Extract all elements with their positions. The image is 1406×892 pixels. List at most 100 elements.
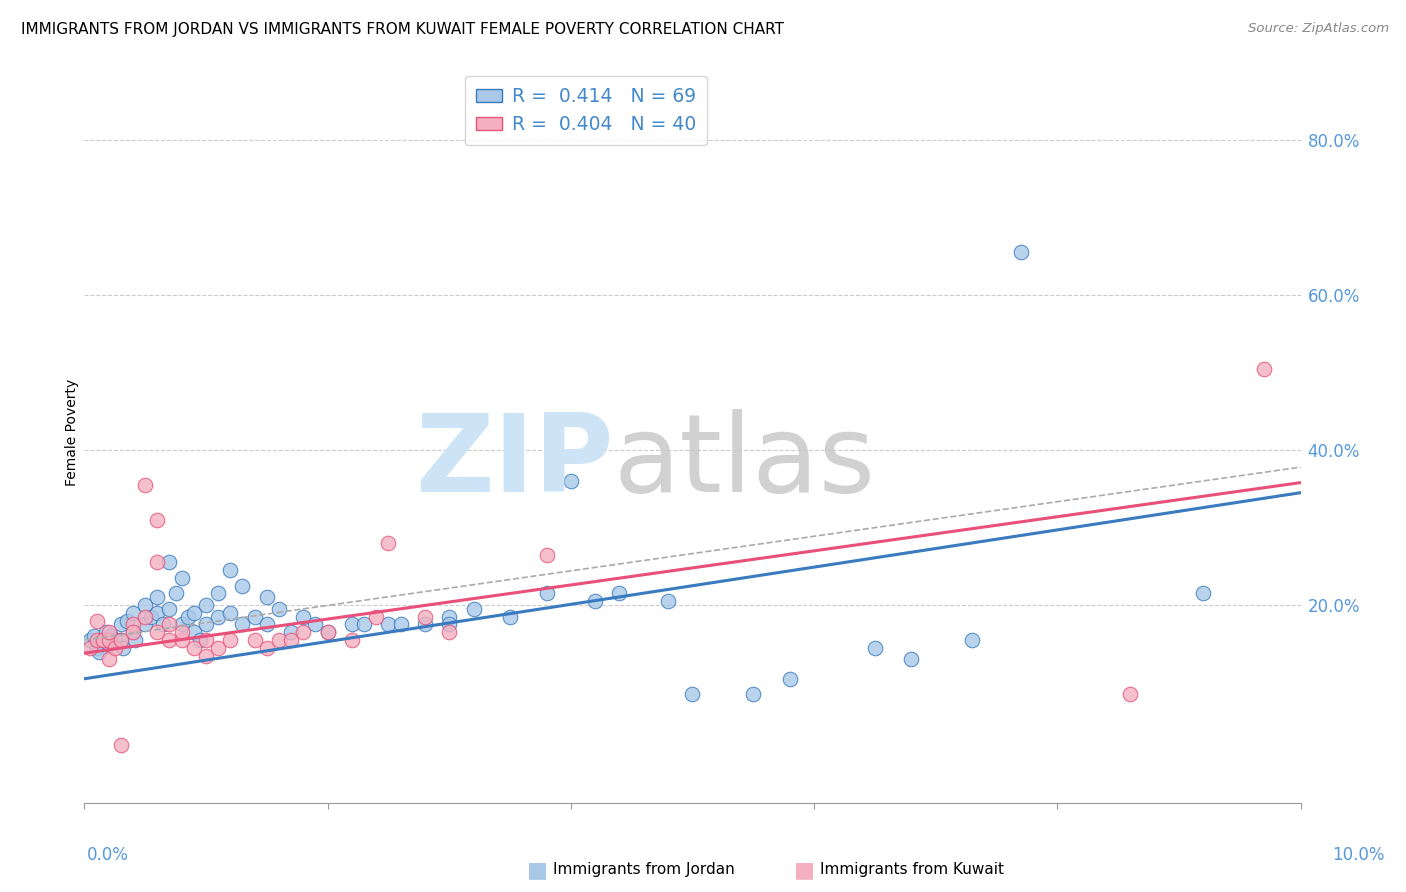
- Point: [1119, 687, 1142, 701]
- Point: [159, 556, 181, 570]
- Point: [657, 594, 679, 608]
- Text: Immigrants from Kuwait: Immigrants from Kuwait: [820, 863, 1004, 877]
- Point: [292, 625, 315, 640]
- Text: ■: ■: [527, 860, 548, 880]
- Point: [146, 513, 169, 527]
- Point: [463, 602, 485, 616]
- Point: [134, 609, 156, 624]
- Point: [122, 606, 145, 620]
- Point: [159, 632, 181, 647]
- Point: [195, 632, 218, 647]
- Point: [377, 617, 399, 632]
- Point: [96, 625, 118, 640]
- Point: [207, 586, 229, 600]
- Point: [86, 640, 108, 655]
- Point: [536, 548, 558, 562]
- Point: [195, 648, 218, 663]
- Point: [256, 591, 278, 605]
- Point: [207, 640, 229, 655]
- Legend: R =  0.414   N = 69, R =  0.404   N = 40: R = 0.414 N = 69, R = 0.404 N = 40: [464, 76, 707, 145]
- Point: [170, 571, 193, 585]
- Point: [389, 617, 412, 632]
- Point: [97, 632, 120, 647]
- Point: [122, 625, 145, 640]
- Point: [960, 632, 983, 647]
- Point: [110, 632, 132, 647]
- Point: [97, 637, 120, 651]
- Point: [863, 640, 886, 655]
- Point: [439, 617, 461, 632]
- Point: [170, 617, 193, 632]
- Point: [97, 652, 120, 666]
- Point: [110, 738, 132, 752]
- Point: [1010, 245, 1032, 260]
- Point: [779, 672, 801, 686]
- Point: [170, 625, 193, 640]
- Text: Immigrants from Jordan: Immigrants from Jordan: [553, 863, 734, 877]
- Point: [110, 617, 132, 632]
- Point: [146, 606, 169, 620]
- Point: [340, 617, 363, 632]
- Point: [152, 617, 174, 632]
- Point: [316, 625, 339, 640]
- Point: [91, 632, 114, 647]
- Point: [219, 632, 242, 647]
- Point: [280, 625, 302, 640]
- Point: [100, 629, 122, 643]
- Point: [183, 625, 205, 640]
- Point: [219, 563, 242, 577]
- Point: [183, 606, 205, 620]
- Point: [134, 617, 156, 632]
- Point: [243, 632, 266, 647]
- Point: [609, 586, 631, 600]
- Point: [267, 632, 290, 647]
- Text: 10.0%: 10.0%: [1333, 846, 1385, 863]
- Point: [83, 629, 105, 643]
- Point: [134, 598, 156, 612]
- Point: [219, 606, 242, 620]
- Text: 0.0%: 0.0%: [87, 846, 129, 863]
- Point: [560, 474, 582, 488]
- Point: [122, 617, 145, 632]
- Point: [256, 640, 278, 655]
- Text: Source: ZipAtlas.com: Source: ZipAtlas.com: [1249, 22, 1389, 36]
- Point: [188, 632, 211, 647]
- Point: [146, 556, 169, 570]
- Point: [1253, 361, 1275, 376]
- Point: [583, 594, 606, 608]
- Point: [413, 609, 436, 624]
- Point: [115, 614, 138, 628]
- Point: [499, 609, 522, 624]
- Point: [536, 586, 558, 600]
- Point: [413, 617, 436, 632]
- Point: [280, 632, 302, 647]
- Point: [104, 640, 127, 655]
- Point: [340, 632, 363, 647]
- Point: [267, 602, 290, 616]
- Point: [316, 625, 339, 640]
- Point: [207, 609, 229, 624]
- Point: [439, 609, 461, 624]
- Point: [353, 617, 375, 632]
- Point: [231, 579, 253, 593]
- Point: [86, 632, 108, 647]
- Text: ■: ■: [794, 860, 815, 880]
- Point: [243, 609, 266, 624]
- Point: [86, 614, 108, 628]
- Point: [134, 478, 156, 492]
- Point: [97, 625, 120, 640]
- Point: [110, 632, 132, 647]
- Text: ZIP: ZIP: [415, 409, 613, 516]
- Point: [900, 652, 922, 666]
- Point: [146, 591, 169, 605]
- Point: [79, 632, 101, 647]
- Point: [292, 609, 315, 624]
- Point: [170, 632, 193, 647]
- Point: [112, 640, 135, 655]
- Point: [177, 609, 200, 624]
- Point: [231, 617, 253, 632]
- Y-axis label: Female Poverty: Female Poverty: [65, 379, 79, 486]
- Point: [165, 586, 187, 600]
- Point: [124, 632, 146, 647]
- Point: [104, 632, 127, 647]
